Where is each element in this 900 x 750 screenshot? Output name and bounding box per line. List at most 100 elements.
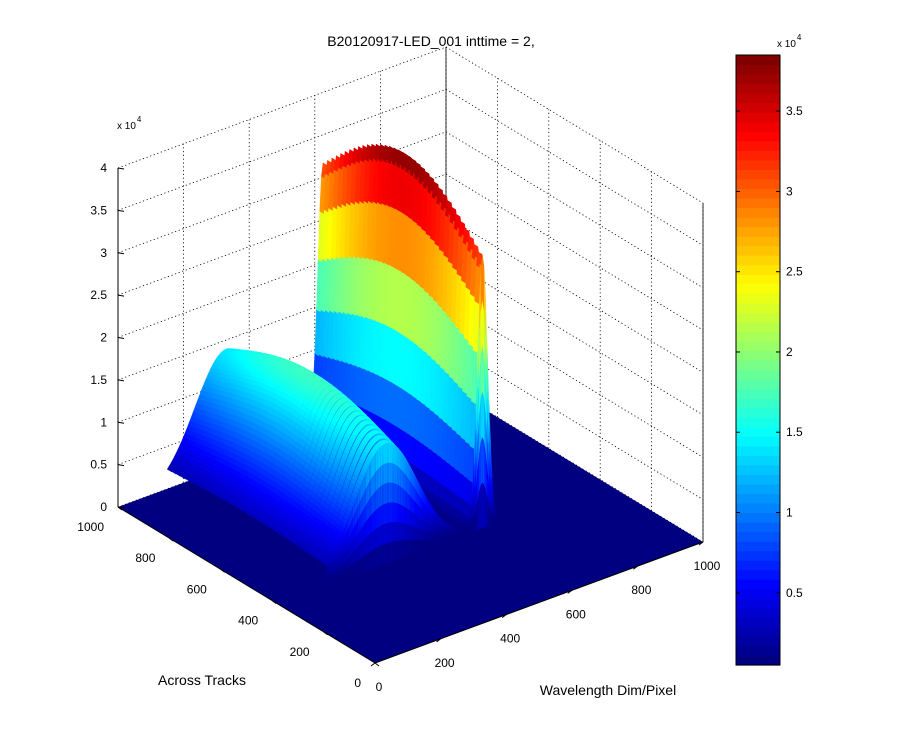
surface-front (392, 541, 394, 562)
z-tick-label: 3.5 (90, 203, 107, 217)
surface-front (390, 522, 393, 543)
colorbar-band (736, 645, 780, 657)
surface-front (443, 538, 445, 543)
surface-front (444, 538, 447, 542)
colorbar-band (736, 541, 780, 552)
surface-front (362, 524, 365, 542)
y-axis-label: Across Tracks (158, 672, 246, 688)
surface-front (400, 540, 402, 559)
surface-front (354, 561, 357, 576)
surface-front (398, 522, 401, 541)
surface-front (388, 542, 391, 563)
surface-front (382, 484, 384, 506)
surface-front (395, 502, 398, 523)
surface-front (390, 462, 393, 483)
surface-front (480, 391, 483, 442)
colorbar-band (736, 255, 780, 266)
chart-title: B20120917-LED_001 inttime = 2, (327, 33, 534, 49)
x-tick-label: 600 (566, 607, 586, 621)
surface-front (356, 560, 358, 575)
surface-front (398, 448, 401, 469)
surface-front (439, 530, 442, 536)
surface-front (447, 529, 450, 533)
colorbar-tick-label: 2.5 (786, 265, 803, 279)
surface-front (341, 571, 343, 581)
surface-front (403, 455, 406, 475)
surface-front (449, 532, 452, 536)
surface-front (402, 522, 404, 541)
colorbar-band (736, 112, 780, 123)
surface-front (438, 539, 440, 545)
surface-front (449, 530, 452, 533)
surface-front (383, 463, 386, 485)
colorbar-band (736, 502, 780, 514)
surface-front (457, 530, 460, 532)
surface-front (382, 544, 384, 565)
surface-front (415, 527, 417, 541)
surface-front (421, 509, 424, 521)
z-tick (117, 294, 125, 297)
surface-front (443, 531, 445, 536)
colorbar-band (736, 83, 780, 94)
colorbar-band (736, 531, 780, 542)
surface-front (374, 510, 376, 531)
surface-front (456, 533, 458, 535)
surface-front (428, 524, 430, 533)
surface-front (392, 482, 394, 503)
colorbar: 0.511.522.533.5 (735, 54, 803, 666)
surface-front (362, 508, 365, 527)
colorbar-band (736, 617, 780, 628)
surface-front (393, 502, 396, 522)
surface-front (420, 507, 422, 520)
surface-front (367, 482, 370, 503)
colorbar-band (736, 407, 780, 418)
surface-front (426, 523, 429, 533)
colorbar-band (736, 169, 780, 180)
surface-front (405, 490, 407, 509)
surface-front (374, 491, 376, 512)
surface-front (451, 535, 453, 538)
surface-front (385, 523, 388, 544)
z-axis-multiplier: x 104 (117, 115, 142, 132)
surface-front (385, 463, 388, 484)
colorbar-band (736, 388, 780, 399)
surface-front (416, 540, 419, 553)
surface-front (446, 535, 448, 539)
surface-front (372, 549, 375, 569)
surface-front (398, 540, 401, 559)
surface-front (390, 482, 393, 503)
colorbar-band (736, 264, 780, 275)
surface-front (382, 524, 384, 545)
colorbar-band (736, 360, 780, 371)
colorbar-band (736, 293, 780, 304)
surface-front (377, 468, 379, 490)
surface-front (334, 576, 337, 583)
surface-front (413, 526, 416, 541)
surface-front (385, 543, 388, 564)
surface-front (398, 485, 401, 505)
colorbar-band (736, 522, 780, 533)
surface-front (438, 534, 440, 540)
surface-front (365, 536, 368, 555)
z-tick-label: 1 (100, 415, 107, 429)
surface-front (418, 540, 420, 552)
surface-front (393, 483, 396, 503)
surface-front (454, 531, 457, 534)
colorbar-band (736, 483, 780, 495)
surface-front (374, 548, 376, 568)
surface-front (395, 540, 398, 561)
surface-front (410, 495, 412, 512)
x-tick-label: 800 (631, 583, 651, 597)
surface-front (395, 445, 398, 466)
surface-front (408, 540, 411, 556)
colorbar-band (736, 636, 780, 647)
surface-front (388, 522, 391, 543)
surface-front (392, 463, 394, 484)
surface-front (402, 452, 404, 473)
surface-front (393, 444, 396, 465)
colorbar-band (736, 340, 780, 352)
surface-front (441, 535, 443, 540)
surface-front (403, 540, 406, 558)
colorbar-band (736, 607, 780, 618)
surface-front (372, 511, 375, 532)
